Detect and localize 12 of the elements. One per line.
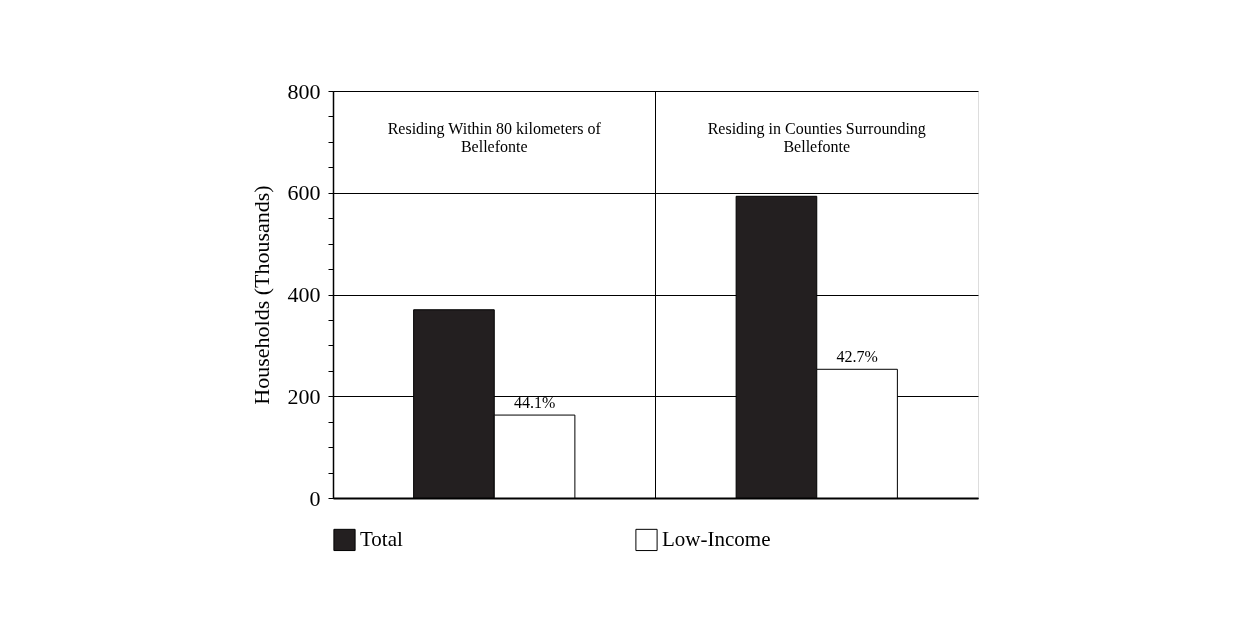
y-tick-label: 200 xyxy=(287,383,321,409)
y-tick-label: 400 xyxy=(287,282,321,307)
annotation: 42.7% xyxy=(836,348,878,366)
legend-label: Total xyxy=(360,526,404,551)
annotation: 44.1% xyxy=(513,394,556,412)
y-tick-label: 0 xyxy=(309,485,321,511)
y-tick-label: 600 xyxy=(287,180,321,206)
x-tick-label: Residing Within 80 kilometers of Bellefonte xyxy=(387,120,602,155)
x-tick-label: Residing in Counties Surrounding Bellefonte xyxy=(707,120,926,155)
y-tick-label: 800 xyxy=(287,78,321,104)
y-axis-title: Households (Thousands) xyxy=(248,185,274,405)
legend-label: Low-Income xyxy=(662,526,771,551)
